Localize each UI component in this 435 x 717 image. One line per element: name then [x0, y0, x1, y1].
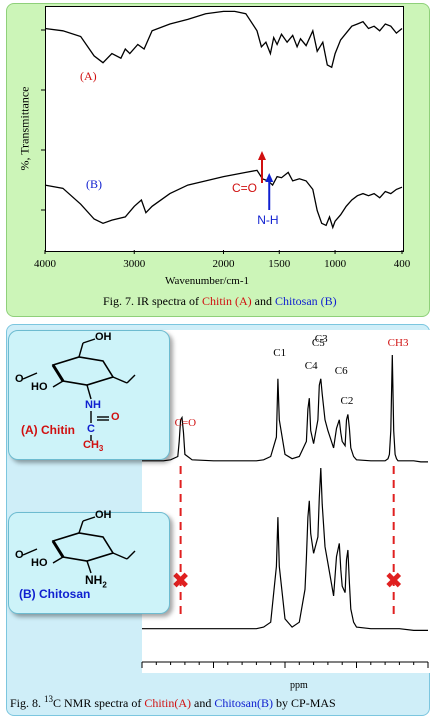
ir-caption: Fig. 7. IR spectra of Chitin (A) and Chi… — [103, 294, 337, 309]
ir-xlabel: Wavenumber/cm-1 — [165, 275, 249, 287]
nmr-peak-label-7: CH3 — [388, 337, 409, 349]
nmr-caption-sup: 13 — [44, 694, 54, 704]
chitosan-structure-box: OH O HO NH2 (B) Chitosan — [8, 509, 170, 614]
nmr-peak-label-2: C4 — [305, 360, 318, 372]
ir-xtick-label-2: 2000 — [213, 258, 236, 270]
chitin-ho-label: HO — [31, 381, 48, 393]
ir-caption-chitosan: Chitosan (B) — [274, 294, 337, 308]
chitosan-nh2-label: NH2 — [85, 573, 107, 589]
nmr-peak-label-5: C2 — [340, 395, 353, 407]
nmr-caption: Fig. 8. 13C NMR spectra of Chitin(A) and… — [10, 694, 336, 711]
nmr-caption-end: by CP-MAS — [273, 696, 336, 710]
chitin-c-label: C — [87, 423, 95, 435]
ir-caption-chitin: Chitin (A) — [201, 294, 252, 308]
ir-series-1-label: (B) — [86, 177, 102, 191]
ir-xlabel-text: Wavenumber/cm-1 — [165, 275, 250, 287]
chitin-three-text: 3 — [98, 444, 104, 454]
chitosan-structure-drawing — [22, 516, 136, 574]
chitin-structure-box: OH O HO NH C O CH3 (A) Chitin — [8, 330, 170, 460]
ir-xtick-label-1: 3000 — [123, 258, 146, 270]
chitin-ch3-label: CH3 — [83, 439, 103, 453]
nmr-peak-label-3: C5 — [312, 337, 325, 349]
ir-xtick-label-4: 1000 — [324, 258, 347, 270]
ir-caption-prefix: Fig. 7. IR spectra of — [103, 294, 202, 308]
ir-nh-annotation: N-H — [257, 213, 278, 227]
ir-xtick-label-5: 400 — [394, 258, 411, 270]
nmr-caption-chitosan: Chitosan(B) — [214, 696, 274, 710]
nmr-series-0-line — [142, 354, 428, 463]
chitin-carbonyl-o-label: O — [111, 411, 120, 423]
nmr-caption-and: and — [191, 696, 215, 710]
nmr-plot-area — [142, 330, 430, 673]
nmr-peak-label-6: C6 — [335, 365, 348, 377]
nmr-caption-mid: C NMR spectra of — [53, 696, 145, 710]
ir-plot-area — [45, 6, 404, 252]
nmr-caption-chitin: Chitin(A) — [144, 696, 192, 710]
chitin-structure-drawing — [22, 338, 136, 441]
nmr-absent-marker-0: ✖ — [171, 569, 189, 594]
nmr-caption-prefix: Fig. 8. — [10, 696, 45, 710]
ir-series-0-line — [44, 10, 403, 69]
ir-caption-and: and — [251, 294, 275, 308]
nmr-absent-marker-1: ✖ — [384, 569, 402, 594]
chitosan-oh-label: OH — [95, 509, 112, 521]
chitin-ch-text: CH — [83, 439, 99, 451]
chitosan-nh-text: NH — [85, 573, 103, 587]
chitosan-ho-label: HO — [31, 557, 48, 569]
nmr-peak-label-4: C3 — [315, 333, 328, 345]
chitin-oh-label: OH — [95, 331, 112, 343]
nmr-xlabel-text: ppm — [290, 680, 308, 691]
chitin-label: (A) Chitin — [21, 423, 75, 437]
chitosan-label: (B) Chitosan — [19, 587, 91, 601]
ir-series-1-line — [44, 169, 403, 230]
chitosan-o-label: O — [15, 549, 24, 561]
nmr-series-1-line — [142, 467, 428, 632]
chitosan-two-text: 2 — [102, 580, 107, 590]
nmr-peak-label-1: C1 — [273, 347, 286, 359]
ir-xtick-label-3: 1500 — [268, 258, 291, 270]
nmr-peak-label-0: C=O — [175, 417, 197, 429]
ir-nh-arrow-head — [265, 173, 274, 182]
ir-xtick-label-0: 4000 — [34, 258, 57, 270]
chitin-o-label: O — [15, 373, 24, 385]
ir-series-0-label: (A) — [80, 69, 97, 83]
nmr-xlabel: ppm — [290, 680, 308, 691]
chitin-nh-label: NH — [85, 399, 101, 411]
ir-co-arrow-head — [257, 151, 266, 160]
ir-co-annotation: C=O — [232, 181, 257, 195]
